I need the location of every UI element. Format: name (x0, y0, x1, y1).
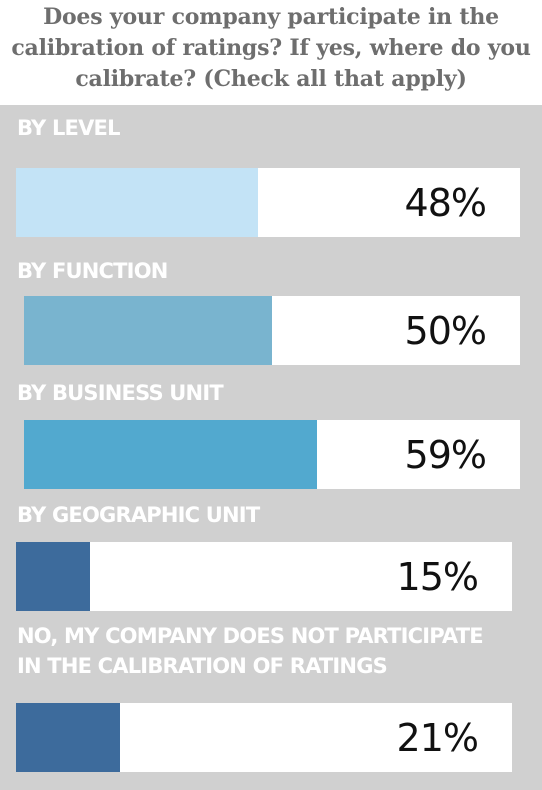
bar-value-label: 21% (396, 715, 479, 760)
bar-track: 59% (24, 420, 520, 489)
bar-fill (24, 296, 272, 365)
bar-fill (16, 168, 258, 237)
chart-title: Does your company participate in the cal… (11, 4, 531, 92)
bar-track: 48% (16, 168, 520, 237)
category-label: NO, MY COMPANY DOES NOT PARTICIPATE IN T… (17, 624, 484, 678)
bar-fill (16, 703, 121, 772)
bar-track: 50% (24, 296, 520, 365)
bar-value-label: 15% (396, 554, 479, 599)
bar-value-label: 59% (404, 432, 487, 477)
bar-fill (24, 420, 317, 489)
bar-fill (16, 542, 91, 611)
bar-track: 21% (16, 703, 512, 772)
bar-value-label: 50% (404, 308, 487, 353)
bar-track: 15% (16, 542, 512, 611)
category-label: BY GEOGRAPHIC UNIT (17, 503, 260, 527)
category-label: BY FUNCTION (17, 259, 168, 283)
category-label: BY BUSINESS UNIT (17, 381, 224, 405)
bar-value-label: 48% (404, 180, 487, 225)
category-label: BY LEVEL (17, 116, 120, 140)
chart-panel: BY LEVEL 48% BY FUNCTION 50% BY BUSINESS UNI… (0, 105, 542, 790)
